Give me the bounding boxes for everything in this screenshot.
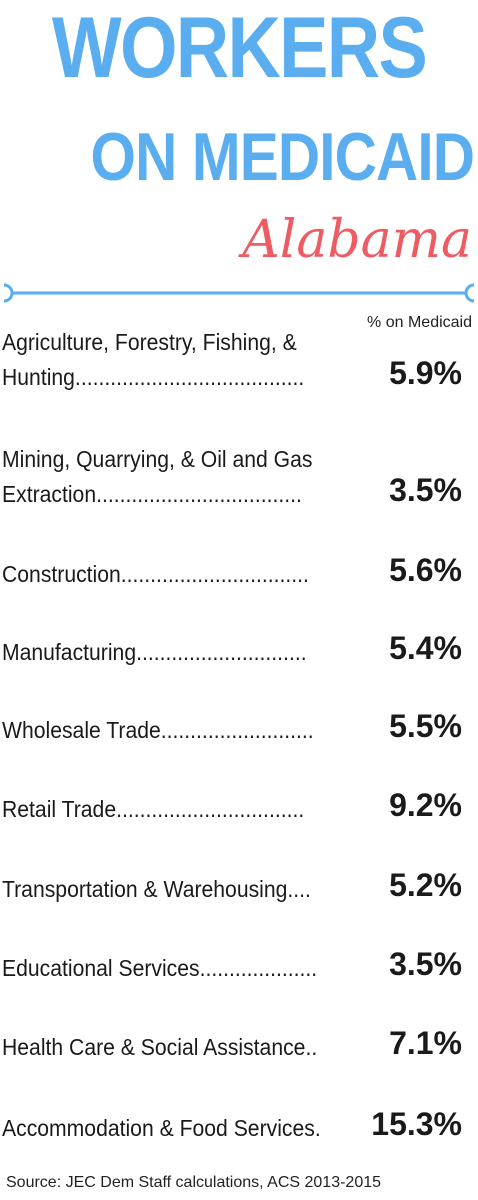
column-header: % on Medicaid: [367, 314, 472, 331]
industry-label-line: Agriculture, Forestry, Fishing, &: [2, 329, 297, 355]
industry-label-line: Mining, Quarrying, & Oil and Gas: [2, 446, 313, 472]
title-line-1: WORKERS: [51, 0, 428, 96]
medicaid-percent: 15.3%: [371, 1106, 462, 1142]
table-row: Transportation & Warehousing.... 5.2%: [0, 867, 478, 907]
table-row: Construction............................…: [0, 552, 478, 592]
industry-label: Construction............................…: [2, 557, 335, 592]
divider-left-cap: [3, 283, 14, 303]
medicaid-percent: 9.2%: [389, 787, 462, 823]
medicaid-percent: 5.9%: [389, 355, 462, 391]
industry-label-line: Hunting.................................…: [2, 364, 305, 390]
industry-label: Health Care & Social Assistance..: [2, 1030, 335, 1065]
table-row: Manufacturing...........................…: [0, 630, 478, 670]
medicaid-percent: 3.5%: [389, 946, 462, 982]
medicaid-percent: 7.1%: [389, 1025, 462, 1061]
divider-right-cap: [464, 283, 475, 303]
medicaid-percent: 5.2%: [389, 867, 462, 903]
industry-label: Agriculture, Forestry, Fishing, & Hunting…: [2, 325, 335, 395]
industry-label-line: Manufacturing...........................…: [2, 639, 307, 665]
medicaid-percent: 3.5%: [389, 472, 462, 508]
industry-label: Wholesale Trade.........................…: [2, 713, 335, 748]
table-row: Educational Services....................…: [0, 946, 478, 986]
industry-label-line: Extraction..............................…: [2, 481, 302, 507]
medicaid-percent: 5.6%: [389, 552, 462, 588]
divider-line: [3, 283, 475, 303]
title-line-2: ON MEDICAID: [90, 119, 475, 195]
table-row: Agriculture, Forestry, Fishing, & Hunting…: [0, 325, 478, 395]
table-row: Wholesale Trade.........................…: [0, 708, 478, 748]
source-note: Source: JEC Dem Staff calculations, ACS …: [6, 1174, 382, 1191]
industry-label-line: Educational Services....................: [2, 955, 318, 981]
industry-label: Manufacturing...........................…: [2, 635, 335, 670]
state-subtitle: Alabama: [242, 210, 472, 270]
industry-label-line: Health Care & Social Assistance..: [2, 1034, 318, 1060]
table-row: Mining, Quarrying, & Oil and Gas Extracti…: [0, 442, 478, 512]
industry-label: Educational Services....................: [2, 951, 335, 986]
industry-label: Accommodation & Food Services.: [2, 1111, 335, 1146]
table-row: Accommodation & Food Services. 15.3%: [0, 1106, 478, 1146]
medicaid-percent: 5.4%: [389, 630, 462, 666]
industry-label-line: Wholesale Trade.........................…: [2, 717, 314, 743]
industry-label: Transportation & Warehousing....: [2, 872, 335, 907]
industry-label-line: Transportation & Warehousing....: [2, 876, 311, 902]
industry-label-line: Accommodation & Food Services.: [2, 1115, 321, 1141]
industry-label: Mining, Quarrying, & Oil and Gas Extracti…: [2, 442, 335, 512]
table-row: Retail Trade............................…: [0, 787, 478, 827]
industry-label-line: Construction............................…: [2, 561, 309, 587]
table-row: Health Care & Social Assistance.. 7.1%: [0, 1025, 478, 1065]
industry-label-line: Retail Trade............................…: [2, 796, 305, 822]
industry-label: Retail Trade............................…: [2, 792, 335, 827]
medicaid-percent: 5.5%: [389, 708, 462, 744]
